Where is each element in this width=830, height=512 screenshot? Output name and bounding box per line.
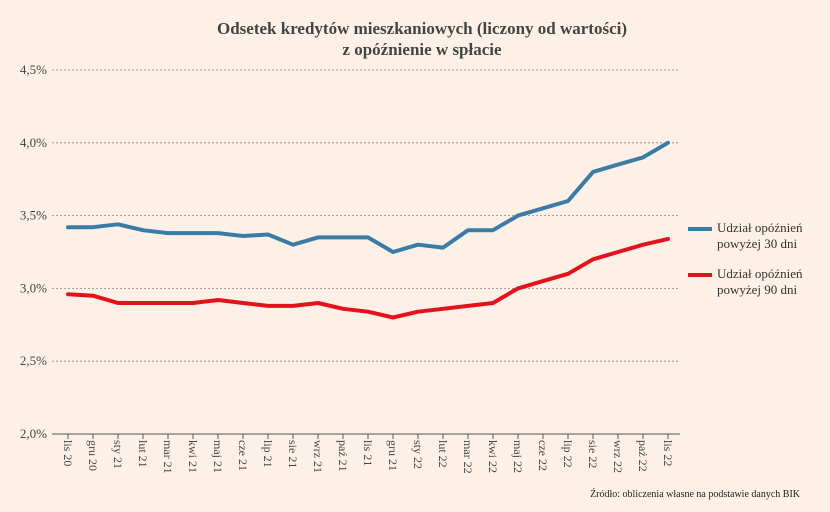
series-line-90-days xyxy=(66,236,670,320)
y-tick-label: 4,0% xyxy=(20,135,47,150)
legend-item-90-days: Udział opóźnień powyżej 90 dni xyxy=(688,266,828,298)
x-tick-label: sie 22 xyxy=(586,440,600,468)
y-tick-label: 3,0% xyxy=(20,280,47,295)
x-tick-label: lis 22 xyxy=(661,440,675,466)
chart-title: Odsetek kredytów mieszkaniowych (liczony… xyxy=(0,18,830,60)
legend-label-90-days-line-1: Udział opóźnień xyxy=(717,266,803,281)
y-tick-label: 3,5% xyxy=(20,208,47,223)
x-tick-label: kwi 21 xyxy=(186,440,200,473)
x-tick-label: mar 21 xyxy=(161,440,175,474)
x-tick-label: gru 20 xyxy=(86,440,100,471)
y-tick-label: 2,5% xyxy=(20,353,47,368)
legend: Udział opóźnień powyżej 30 dni Udział op… xyxy=(688,220,828,312)
x-tick-label: lis 20 xyxy=(61,440,75,466)
x-tick-label: wrz 22 xyxy=(611,440,625,473)
x-tick-label: paź 21 xyxy=(336,440,350,472)
legend-label-30-days-line-1: Udział opóźnień xyxy=(717,220,803,235)
series-line-30-days xyxy=(66,140,670,254)
x-tick-label: lis 21 xyxy=(361,440,375,466)
x-tick-label: maj 22 xyxy=(511,440,525,473)
source-note: Źródło: obliczenia własne na podstawie d… xyxy=(590,489,800,500)
x-tick-label: wrz 21 xyxy=(311,440,325,473)
legend-swatch-90-days xyxy=(688,273,712,277)
x-tick-label: sty 22 xyxy=(411,440,425,469)
x-tick-label: kwi 22 xyxy=(486,440,500,473)
y-tick-label: 2,0% xyxy=(20,426,47,441)
x-tick-label: lip 22 xyxy=(561,440,575,468)
chart-title-line-2: z opóźnienie w spłacie xyxy=(342,40,502,59)
x-tick-label: paź 22 xyxy=(636,440,650,472)
legend-item-30-days: Udział opóźnień powyżej 30 dni xyxy=(688,220,828,252)
x-tick-label: lip 21 xyxy=(261,440,275,468)
x-tick-label: cze 22 xyxy=(536,440,550,471)
legend-label-90-days-line-2: powyżej 90 dni xyxy=(717,282,798,297)
x-tick-label: cze 21 xyxy=(236,440,250,471)
x-tick-label: gru 21 xyxy=(386,440,400,471)
x-tick-label: sty 21 xyxy=(111,440,125,469)
chart-title-line-1: Odsetek kredytów mieszkaniowych (liczony… xyxy=(216,19,628,38)
legend-swatch-30-days xyxy=(688,227,712,231)
x-tick-label: lut 22 xyxy=(436,440,450,468)
x-tick-label: mar 22 xyxy=(461,440,475,474)
legend-label-30-days-line-2: powyżej 30 dni xyxy=(717,236,798,251)
x-tick-label: sie 21 xyxy=(286,440,300,468)
y-tick-label: 4,5% xyxy=(20,62,47,77)
x-tick-label: lut 21 xyxy=(136,440,150,468)
x-tick-label: maj 21 xyxy=(211,440,225,473)
